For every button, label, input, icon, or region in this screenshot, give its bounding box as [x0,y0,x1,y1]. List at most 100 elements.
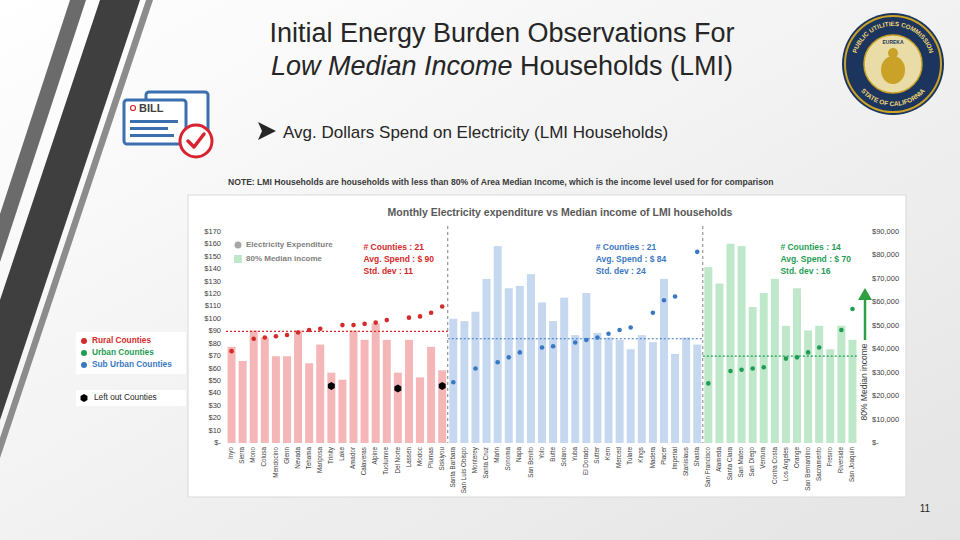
expenditure-dot [473,366,478,371]
left-out-marker [394,384,401,392]
expenditure-dot [495,360,500,365]
arrow-shaft [864,298,867,340]
x-tick-label: Plumas [427,447,434,468]
expenditure-dot [706,381,711,386]
income-bar [427,347,435,443]
expenditure-dot [506,355,511,360]
income-bar [593,333,601,443]
income-bar [749,307,757,443]
expenditure-dot [795,355,800,360]
x-tick-label: Alameda [715,447,722,472]
income-bar [793,288,801,443]
x-tick-label: Placer [660,447,667,465]
y2-tick-label: $80,000 [872,250,899,259]
expenditure-dot [584,338,589,343]
income-bar [405,340,413,443]
y-tick-label: $20 [208,413,221,422]
x-tick-label: Mariposa [316,447,324,473]
x-tick-label: San Diego [748,447,756,477]
income-bar [627,349,635,443]
x-tick-label: Sacramento [815,447,822,481]
income-bar [571,335,579,443]
x-tick-label: Riverside [837,447,844,474]
chart-title: Monthly Electricity expenditure vs Media… [388,206,733,218]
income-bar [383,340,391,443]
x-tick-label: Kings [637,447,645,463]
x-tick-label: Butte [549,447,556,462]
expenditure-dot [384,318,389,323]
income-bar [649,342,657,443]
income-bar [560,298,568,443]
icon-check [188,134,204,147]
expenditure-dot [318,327,323,332]
x-tick-label: Sutter [593,447,600,464]
income-bar [848,340,856,443]
x-tick-label: San Bernardino [804,447,811,491]
income-bar [726,244,734,443]
icon-card [124,100,186,144]
y-tick-label: $70 [208,351,221,360]
income-bar [660,279,668,443]
seal-outer [842,13,944,115]
title-line-part: Households (LMI) [513,51,734,81]
legend-box [76,390,186,406]
income-bar [394,373,402,443]
legend-swatch [81,350,87,356]
x-tick-label: El Dorado [582,447,589,475]
seal-ring [845,16,941,112]
x-tick-label: Inyo [227,447,235,459]
income-bar [438,370,446,443]
x-tick-label: Modoc [416,447,423,466]
subtitle: Avg. Dollars Spend on Electricity (LMI H… [283,123,668,142]
title-line: Initial Energy Burden Observations For [269,18,734,48]
x-tick-label: Stanislaus [682,447,689,476]
legend-label: Sub Urban Counties [92,359,172,369]
income-bar [361,340,369,443]
expenditure-dot [362,322,367,327]
expenditure-dot [229,349,234,354]
expenditure-dot [274,334,279,339]
expenditure-dot [695,250,700,255]
y-tick-label: $10 [208,426,221,435]
x-tick-label: Ventura [759,447,766,469]
y-tick-label: $110 [205,301,221,310]
income-bar [538,302,546,443]
y2-tick-label: $30,000 [872,368,899,377]
x-tick-label: Marin [493,447,500,463]
group-annotation: Std. dev : 16 [780,266,830,276]
x-tick-label: Monterey [471,446,479,473]
seal-text: STATE OF CALIFORNIA [860,87,926,107]
stripe [0,0,153,458]
income-bar [671,354,679,443]
legend-swatch [81,394,88,402]
income-bar [704,267,712,443]
x-tick-label: Amador [349,447,356,469]
expenditure-dot [839,328,844,333]
icon-text: BILL [139,102,164,114]
expenditure-dot [418,314,423,319]
x-tick-label: Solano [560,447,567,467]
income-bar [616,340,624,443]
background [0,0,960,540]
income-bar [527,274,535,443]
y-tick-label: $- [214,438,221,447]
expenditure-dot [651,310,656,315]
x-tick-label: Calaveras [360,447,367,475]
y-tick-label: $160 [204,239,221,248]
x-tick-label: Yolo [538,447,545,460]
y2-tick-label: $- [872,438,879,447]
income-bar [294,330,302,443]
income-bar [449,319,457,443]
x-tick-label: Trinity [327,446,335,464]
x-tick-label: Sonoma [504,447,511,471]
income-bar [272,356,280,443]
income-bar [239,361,247,443]
seal-inner [864,35,922,93]
x-tick-label: Tehama [305,447,312,470]
income-bar [549,321,557,443]
expenditure-dot [263,335,268,340]
x-tick-label: Shasta [693,447,700,467]
x-tick-label: Imperial [671,447,679,469]
expenditure-dot [806,350,811,355]
y2-tick-label: $50,000 [872,321,899,330]
